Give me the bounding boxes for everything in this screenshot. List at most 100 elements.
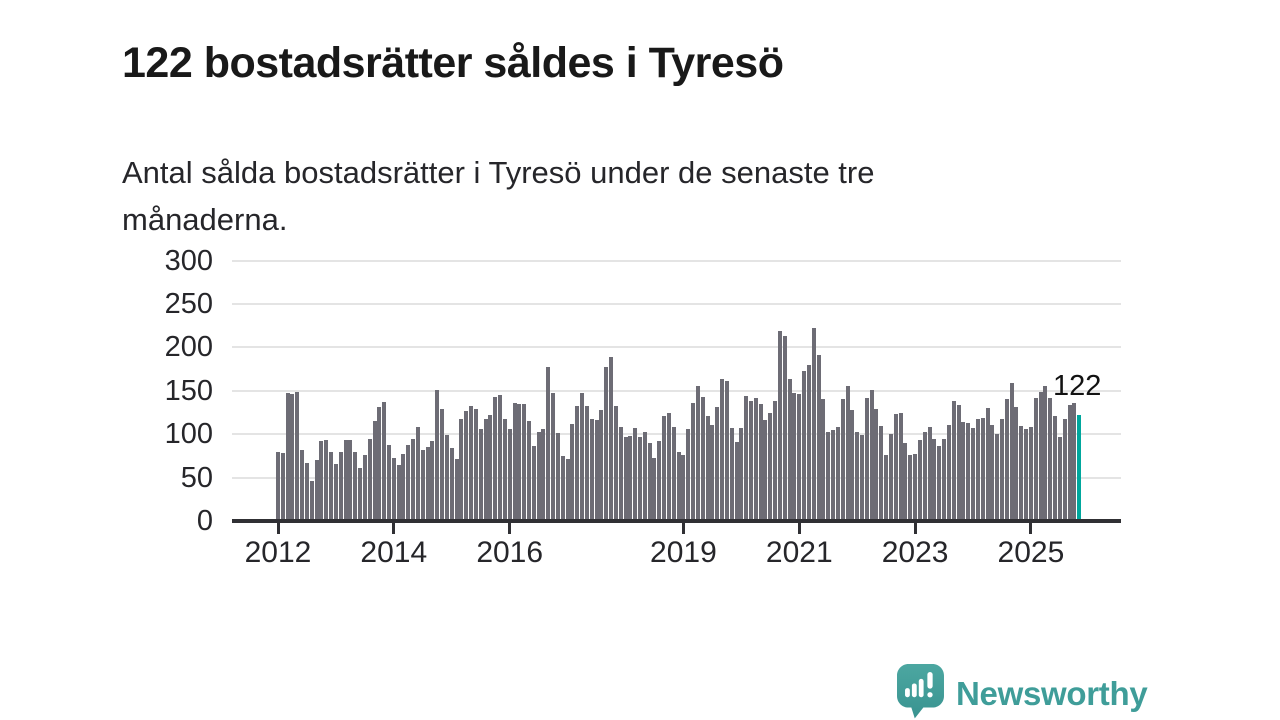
bar: [691, 402, 696, 521]
bar: [333, 463, 338, 521]
bar: [642, 431, 647, 521]
bar: [377, 407, 382, 521]
bar: [937, 446, 942, 521]
bar: [1019, 426, 1024, 521]
x-tick-label: 2019: [650, 536, 717, 569]
bar: [338, 452, 343, 521]
x-tick-mark: [797, 522, 801, 534]
bar: [358, 468, 363, 521]
y-tick-label: 100: [164, 418, 213, 451]
bar: [1043, 386, 1048, 521]
y-tick-label: 250: [164, 288, 213, 320]
bar: [792, 393, 797, 521]
bar: [922, 431, 927, 521]
bar: [980, 417, 985, 521]
chart-subtitle: Antal sålda bostadsrätter i Tyresö under…: [122, 149, 874, 243]
bar: [860, 435, 864, 521]
bar: [1038, 391, 1043, 521]
bar: [1004, 398, 1009, 521]
bar: [768, 413, 773, 521]
bar: [956, 404, 961, 521]
bar: [1009, 382, 1014, 521]
gridline: [232, 389, 1121, 392]
newsworthy-logo: Newsworthy: [897, 664, 1148, 720]
bar: [927, 427, 932, 521]
bar: [309, 481, 314, 521]
bar: [758, 403, 763, 521]
highlighted-bar: [1077, 415, 1082, 521]
bar: [686, 428, 691, 521]
gridline: [232, 476, 1121, 479]
bar: [1067, 404, 1072, 521]
x-tick-label: 2021: [765, 536, 833, 569]
subtitle-line-2: månaderna.: [122, 202, 288, 237]
bar: [700, 396, 705, 521]
bar: [401, 454, 406, 521]
bar: [777, 330, 782, 521]
bar: [971, 428, 976, 521]
bar: [999, 418, 1004, 521]
bar: [652, 457, 657, 521]
bar: [391, 457, 396, 521]
bar: [367, 438, 372, 521]
bar: [623, 436, 628, 521]
brand-name: Newsworthy: [956, 675, 1148, 712]
bar: [903, 442, 908, 521]
bar: [681, 455, 686, 521]
bar: [913, 454, 918, 521]
bar: [806, 364, 811, 521]
x-tick-mark: [681, 522, 685, 534]
bar: [782, 336, 787, 521]
bar: [908, 455, 913, 521]
bar: [1072, 402, 1077, 521]
bar: [314, 460, 319, 521]
x-tick-mark: [392, 522, 396, 534]
bar: [898, 413, 903, 521]
bar: [802, 370, 807, 521]
gridline: [232, 303, 1121, 305]
bar: [613, 405, 618, 521]
bar: [1014, 407, 1019, 521]
subtitle-line-1: Antal sålda bostadsrätter i Tyresö under…: [122, 155, 875, 190]
bar: [628, 435, 633, 521]
bar: [831, 429, 836, 521]
bar: [1048, 397, 1053, 521]
bar: [816, 355, 821, 521]
bar: [541, 428, 546, 521]
bar: [835, 427, 840, 521]
bar: [362, 455, 367, 521]
bar: [917, 440, 922, 521]
bar: [961, 422, 966, 521]
bar: [657, 441, 662, 521]
x-tick-label: 2016: [476, 536, 544, 569]
gridline: [232, 433, 1121, 436]
bar: [662, 415, 667, 521]
x-tick-label: 2014: [360, 536, 428, 569]
bar: [990, 424, 995, 521]
bar: [618, 427, 623, 521]
bar: [676, 451, 681, 521]
bar: [565, 458, 570, 521]
bar: [324, 440, 329, 521]
bar: [464, 410, 469, 521]
bar: [975, 418, 980, 521]
bar: [536, 431, 541, 521]
bar: [430, 441, 435, 521]
bar: [343, 440, 348, 521]
bar: [348, 440, 353, 521]
bar: [695, 386, 700, 521]
bar: [449, 448, 454, 521]
bar: [425, 447, 430, 521]
bar: [995, 434, 1000, 521]
bar: [551, 393, 556, 521]
bar: [435, 389, 440, 521]
bar: [1028, 427, 1033, 521]
bar: [353, 452, 358, 521]
bar: [483, 419, 488, 521]
bar: [985, 408, 990, 521]
bar: [522, 403, 527, 521]
y-tick-label: 50: [180, 461, 213, 494]
bar: [763, 420, 768, 521]
bar: [797, 394, 802, 521]
bar: [773, 401, 778, 521]
